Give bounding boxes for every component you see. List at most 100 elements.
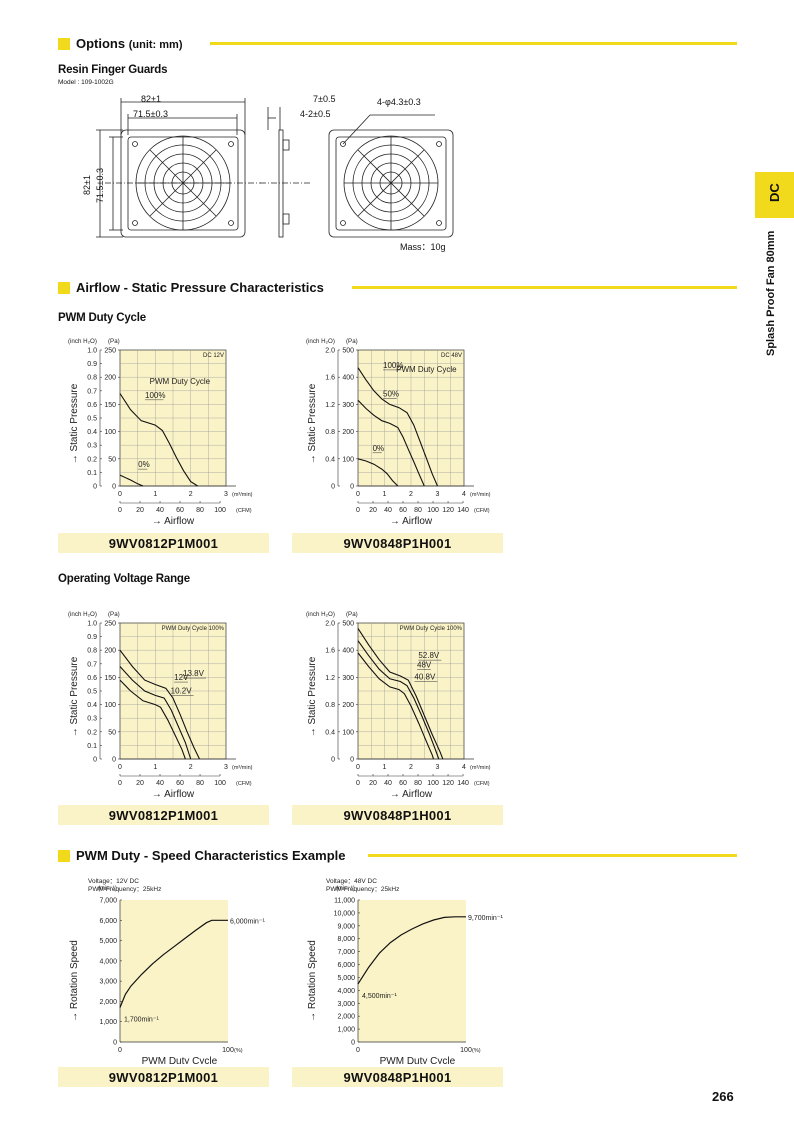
series-label: 0%: [138, 460, 150, 469]
cfm-tick-label: 100: [427, 507, 439, 514]
inch-tick-label: 0.4: [87, 702, 97, 709]
series-line: [357, 367, 439, 487]
cfm-tick-label: 80: [196, 780, 204, 787]
dim-height-outer: 82±1: [82, 175, 92, 195]
dim-thickness: 7±0.5: [313, 94, 336, 104]
pa-tick-label: 150: [104, 675, 116, 682]
dim-height-inner: 71.5±0.3: [95, 168, 105, 203]
m3-unit-label: (m³/min): [470, 765, 491, 771]
y-tick-label: 7,000: [99, 898, 117, 905]
pa-tick-label: 200: [342, 702, 354, 709]
cfm-tick-label: 60: [176, 507, 184, 514]
cfm-tick-label: 40: [384, 780, 392, 787]
cfm-tick-label: 20: [136, 507, 144, 514]
y-axis-title: → Static Pressure: [307, 383, 318, 464]
chart-6: Voltage：48V DC PWM Frequency：25kHz (min⁻¹)…: [296, 874, 536, 1067]
inch-tick-label: 0.2: [87, 729, 97, 736]
cfm-tick-label: 80: [196, 507, 204, 514]
inch-unit-label: (inch H₂O): [68, 611, 97, 618]
chart-title: PWM Duty Cycle 100%: [162, 626, 225, 632]
series-label: 0%: [373, 444, 385, 453]
m3-tick-label: 4: [462, 764, 466, 771]
y-axis-title: → Static Pressure: [307, 656, 318, 737]
inch-tick-label: 0.8: [325, 429, 335, 436]
series-line: [357, 399, 425, 487]
pa-tick-label: 250: [104, 621, 116, 628]
chart-title: PWM Duty Cycle 100%: [400, 626, 463, 632]
inch-unit-label: (inch H₂O): [306, 338, 335, 345]
pa-unit-label: (Pa): [346, 338, 358, 345]
y-tick-label: 2,000: [99, 999, 117, 1006]
inch-tick-label: 0.1: [87, 470, 97, 477]
y-tick-label: 8,000: [337, 936, 355, 943]
section-marker: [58, 282, 70, 294]
x-tick-label: 100: [222, 1047, 234, 1054]
finger-guard-model: Model : 109-1002G: [58, 79, 114, 86]
m3-tick-label: 4: [462, 491, 466, 498]
cfm-tick-label: 140: [457, 507, 469, 514]
model-label: 9WV0848P1H001: [292, 805, 503, 825]
m3-tick-label: 2: [189, 764, 193, 771]
chart-subtitle: PWM Frequency：25kHz: [326, 886, 399, 893]
series-label: 100%: [145, 391, 165, 400]
cfm-tick-label: 40: [156, 507, 164, 514]
m3-tick-label: 3: [224, 491, 228, 498]
series-label: 10.2V: [171, 686, 193, 695]
y-tick-label: 1,000: [337, 1027, 355, 1034]
chart-subtitle: PWM Frequency：25kHz: [88, 886, 161, 893]
pa-tick-label: 0: [350, 757, 354, 764]
section-rule: [368, 854, 737, 857]
finger-guard-drawing: [96, 98, 454, 238]
inch-tick-label: 1.6: [325, 375, 335, 382]
y-tick-label: 4,000: [99, 958, 117, 965]
series-line: [357, 652, 435, 760]
inch-tick-label: 0.8: [87, 375, 97, 382]
y-tick-label: 0: [113, 1040, 117, 1047]
inch-tick-label: 0.4: [325, 456, 335, 463]
plot-area: [120, 900, 228, 1042]
inch-tick-label: 0.7: [87, 388, 97, 395]
cfm-tick-label: 100: [427, 780, 439, 787]
inch-tick-label: 0.6: [87, 675, 97, 682]
m3-unit-label: (m³/min): [232, 765, 253, 771]
x-unit-label: (%): [472, 1048, 481, 1054]
inch-tick-label: 0.7: [87, 661, 97, 668]
inch-unit-label: (inch H₂O): [306, 611, 335, 618]
pa-tick-label: 100: [104, 429, 116, 436]
dim-width-inner: 71.5±0.3: [133, 109, 168, 119]
dim-thickness-2: 4-2±0.5: [300, 109, 331, 119]
chart-5: Voltage：12V DC PWM Frequency：25kHz (min⁻¹)…: [58, 874, 298, 1067]
cfm-tick-label: 80: [414, 507, 422, 514]
dim-holes: 4-φ4.3±0.3: [377, 97, 421, 107]
pa-tick-label: 100: [104, 702, 116, 709]
y-tick-label: 9,000: [337, 923, 355, 930]
cfm-tick-label: 60: [399, 507, 407, 514]
y-tick-label: 0: [351, 1040, 355, 1047]
model-label: 9WV0848P1H001: [292, 533, 503, 553]
model-label: 9WV0848P1H001: [292, 1067, 503, 1087]
chart-3: (inch H₂O) (Pa) PWM Duty Cycle 100% 0 50 100 1…: [58, 605, 288, 805]
cfm-tick-label: 120: [442, 780, 454, 787]
inch-tick-label: 0.8: [87, 648, 97, 655]
pa-tick-label: 150: [104, 402, 116, 409]
model-label: 9WV0812P1M001: [58, 805, 269, 825]
chart-svg: (inch H₂O) (Pa)PWM Duty Cycle 100%0501001…: [68, 611, 253, 800]
inch-tick-label: 0.9: [87, 634, 97, 641]
chart-title: DC 48V: [441, 353, 462, 359]
inch-tick-label: 0: [93, 484, 97, 491]
series-line: [357, 628, 444, 760]
side-tab: DC: [755, 172, 794, 218]
min-speed-annotation: 4,500min⁻¹: [362, 993, 397, 1000]
options-title: Options (unit: mm): [76, 36, 183, 51]
series-line: [119, 474, 144, 487]
pa-tick-label: 400: [342, 375, 354, 382]
y-axis-title: → Static Pressure: [69, 656, 80, 737]
cfm-tick-label: 100: [214, 507, 226, 514]
x-unit-label: (%): [234, 1048, 243, 1054]
y-axis-title: → Rotation Speed: [69, 940, 80, 1022]
cfm-tick-label: 20: [369, 780, 377, 787]
pa-tick-label: 200: [342, 429, 354, 436]
inch-tick-label: 0.9: [87, 361, 97, 368]
y-tick-label: 5,000: [337, 975, 355, 982]
guard-mass: Mass：10g: [400, 242, 446, 252]
